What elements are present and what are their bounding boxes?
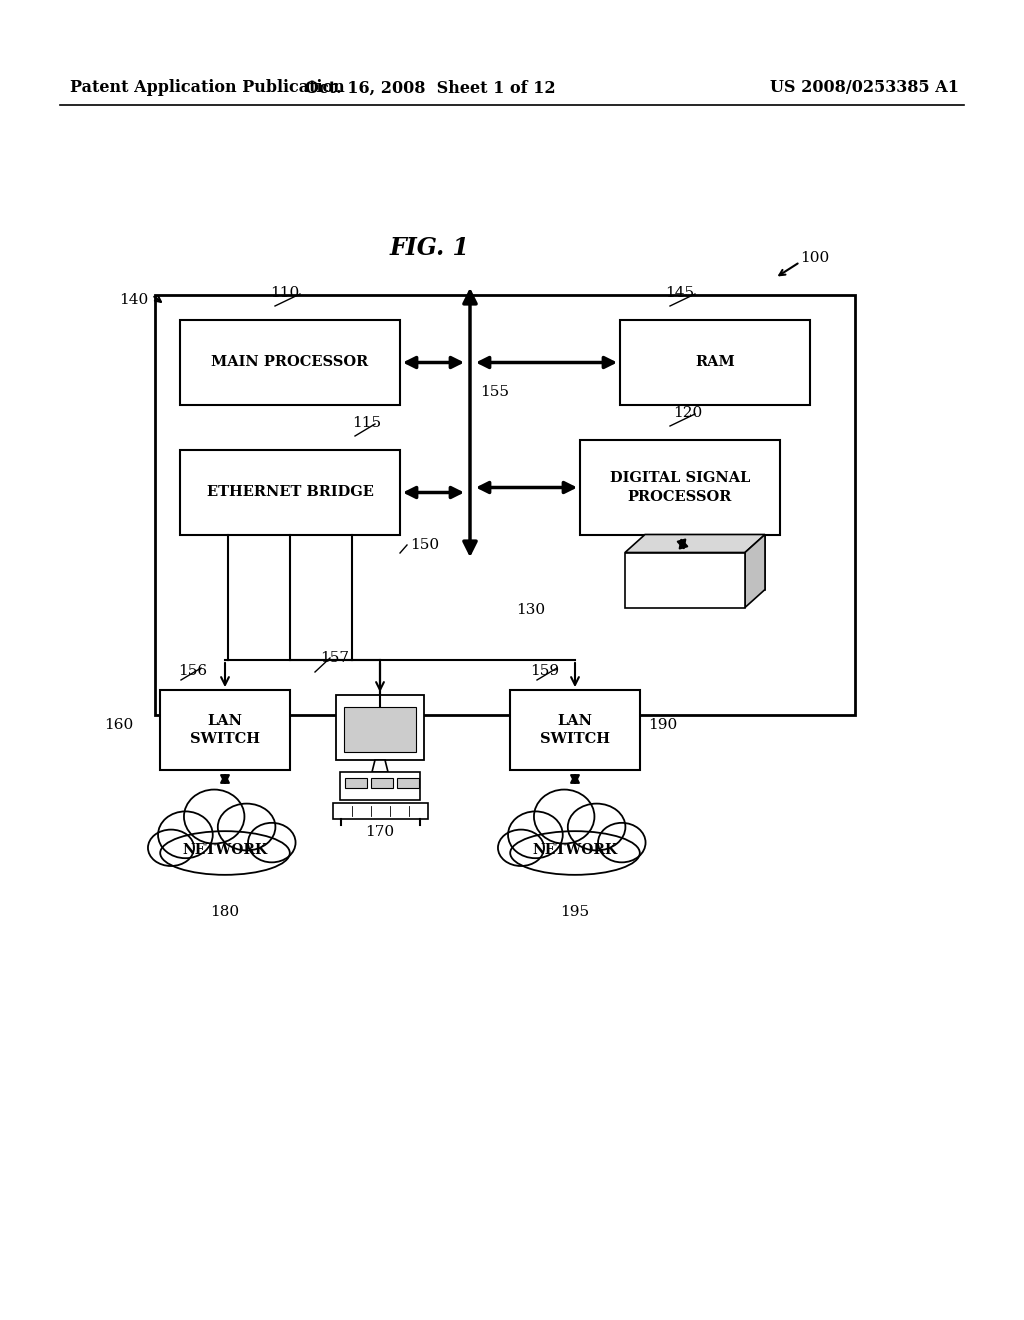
Text: 156: 156 — [178, 664, 208, 678]
Text: ETHERNET BRIDGE: ETHERNET BRIDGE — [207, 486, 374, 499]
Text: MAIN PROCESSOR: MAIN PROCESSOR — [211, 355, 369, 370]
Ellipse shape — [510, 832, 640, 875]
Text: FIG. 1: FIG. 1 — [390, 236, 470, 260]
Text: 140: 140 — [119, 293, 148, 308]
Ellipse shape — [147, 829, 194, 866]
Text: 180: 180 — [211, 906, 240, 919]
Text: LAN
SWITCH: LAN SWITCH — [540, 714, 610, 746]
FancyBboxPatch shape — [336, 696, 424, 760]
FancyBboxPatch shape — [160, 690, 290, 770]
Text: LAN
SWITCH: LAN SWITCH — [190, 714, 260, 746]
Text: 195: 195 — [560, 906, 590, 919]
FancyBboxPatch shape — [333, 803, 427, 818]
FancyBboxPatch shape — [180, 450, 400, 535]
FancyBboxPatch shape — [344, 708, 416, 752]
Polygon shape — [625, 535, 765, 553]
FancyBboxPatch shape — [580, 440, 780, 535]
Text: 159: 159 — [530, 664, 559, 678]
Text: 110: 110 — [270, 286, 300, 300]
Ellipse shape — [218, 804, 275, 850]
Ellipse shape — [184, 789, 245, 843]
FancyBboxPatch shape — [620, 319, 810, 405]
Text: 130: 130 — [516, 603, 545, 616]
Ellipse shape — [160, 832, 290, 875]
Ellipse shape — [508, 812, 563, 858]
Polygon shape — [372, 760, 388, 772]
Text: 155: 155 — [480, 385, 509, 399]
FancyBboxPatch shape — [510, 690, 640, 770]
Text: US 2008/0253385 A1: US 2008/0253385 A1 — [770, 79, 959, 96]
Text: RAM: RAM — [695, 355, 735, 370]
Text: 120: 120 — [674, 407, 702, 420]
Text: DIGITAL SIGNAL
PROCESSOR: DIGITAL SIGNAL PROCESSOR — [610, 471, 751, 504]
FancyBboxPatch shape — [340, 772, 420, 800]
Text: 150: 150 — [410, 539, 439, 552]
Ellipse shape — [534, 789, 595, 843]
Text: Oct. 16, 2008  Sheet 1 of 12: Oct. 16, 2008 Sheet 1 of 12 — [305, 79, 555, 96]
Text: 160: 160 — [103, 718, 133, 733]
Text: NETWORK: NETWORK — [532, 843, 617, 857]
Text: 100: 100 — [800, 251, 829, 265]
Text: 170: 170 — [366, 825, 394, 840]
Text: 190: 190 — [648, 718, 677, 733]
Text: 157: 157 — [319, 651, 349, 665]
FancyBboxPatch shape — [645, 535, 765, 590]
FancyBboxPatch shape — [155, 294, 855, 715]
Ellipse shape — [158, 812, 213, 858]
Text: 145: 145 — [666, 286, 694, 300]
FancyBboxPatch shape — [180, 319, 400, 405]
Text: NETWORK: NETWORK — [182, 843, 267, 857]
Ellipse shape — [498, 829, 544, 866]
Ellipse shape — [567, 804, 626, 850]
FancyBboxPatch shape — [625, 553, 745, 607]
FancyBboxPatch shape — [345, 777, 367, 788]
Polygon shape — [745, 535, 765, 607]
Ellipse shape — [598, 822, 645, 862]
Text: Patent Application Publication: Patent Application Publication — [70, 79, 345, 96]
Ellipse shape — [248, 822, 296, 862]
Text: 115: 115 — [352, 416, 382, 430]
FancyBboxPatch shape — [371, 777, 393, 788]
FancyBboxPatch shape — [397, 777, 419, 788]
